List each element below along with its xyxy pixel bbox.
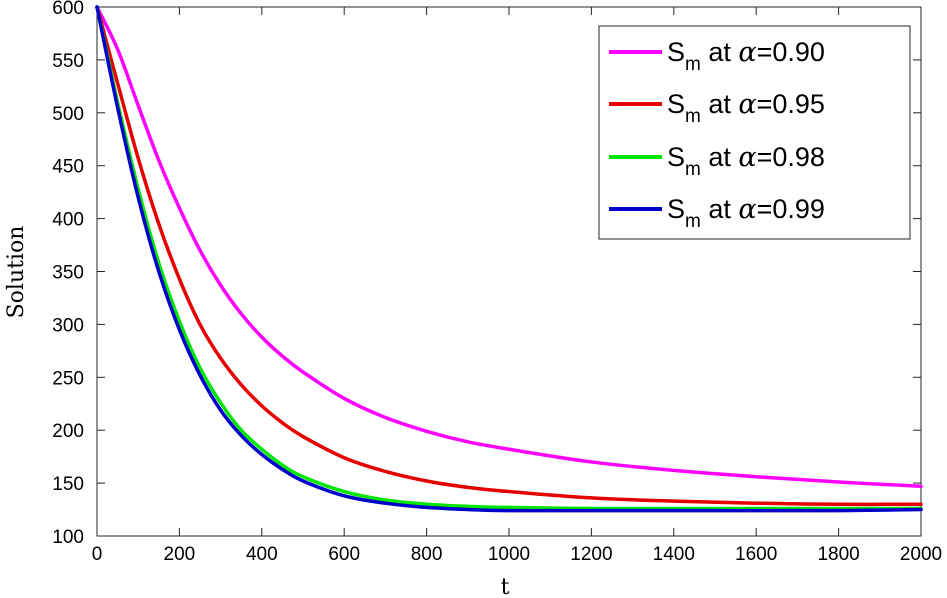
legend-value-text: =0.99 [757, 194, 825, 224]
series-line-0 [95, 5, 923, 489]
y-tick-label: 350 [52, 263, 84, 284]
x-tick-label: 0 [92, 544, 103, 565]
legend-symbol-text: α [738, 89, 756, 120]
legend-sub-text: m [685, 211, 701, 232]
legend-box [598, 25, 911, 240]
series-line-2 [95, 5, 923, 511]
x-tick-label: 2000 [900, 544, 942, 565]
legend-label-0: Sm at α=0.90 [667, 37, 825, 75]
y-axis-label: Solution [4, 226, 29, 319]
legend-mid-text: at [701, 142, 739, 172]
legend-sub-text: m [685, 159, 701, 180]
legend-mid-text: at [701, 37, 739, 67]
series-lines [95, 5, 923, 513]
y-tick-label: 100 [52, 527, 84, 548]
x-tick-label: 800 [411, 544, 443, 565]
legend-label-3: Sm at α=0.99 [667, 194, 825, 232]
y-tick-label: 450 [52, 157, 84, 178]
y-tick-label: 250 [52, 368, 84, 389]
legend-value-text: =0.95 [757, 89, 825, 119]
x-tick-label: 200 [164, 544, 196, 565]
legend-symbol-text: α [738, 142, 756, 173]
axis-ticks: 0 200 400 600 800 1000 1200 1400 1600 1800 2000 100… [52, 0, 942, 565]
x-tick-label: 1800 [817, 544, 859, 565]
series-line-3 [95, 5, 923, 513]
y-tick-label: 300 [52, 315, 84, 336]
legend-symbol-text: α [738, 37, 756, 68]
legend-main-text: S [667, 89, 685, 119]
legend-label-1: Sm at α=0.95 [667, 89, 825, 127]
x-tick-label: 1000 [488, 544, 530, 565]
x-tick-label: 600 [328, 544, 360, 565]
x-axis-label: t [501, 575, 510, 598]
y-tick-label: 200 [52, 421, 84, 442]
legend-sub-text: m [685, 106, 701, 127]
legend-value-text: =0.98 [757, 142, 825, 172]
y-tick-label: 600 [52, 0, 84, 19]
legend-main-text: S [667, 142, 685, 172]
x-tick-label: 1200 [570, 544, 612, 565]
legend-label-2: Sm at α=0.98 [667, 142, 825, 180]
y-tick-label: 400 [52, 210, 84, 231]
x-tick-label: 1600 [735, 544, 777, 565]
x-tick-label: 400 [246, 544, 278, 565]
y-tick-label: 500 [52, 104, 84, 125]
x-tick-label: 1400 [653, 544, 695, 565]
legend-main-text: S [667, 194, 685, 224]
legend-value-text: =0.90 [757, 37, 825, 67]
legend-main-text: S [667, 37, 685, 67]
legend-sub-text: m [685, 54, 701, 75]
y-tick-label: 550 [52, 51, 84, 72]
y-tick-label: 150 [52, 474, 84, 495]
series-line-1 [95, 5, 923, 507]
legend-symbol-text: α [738, 194, 756, 225]
legend-mid-text: at [701, 89, 739, 119]
legend-mid-text: at [701, 194, 739, 224]
